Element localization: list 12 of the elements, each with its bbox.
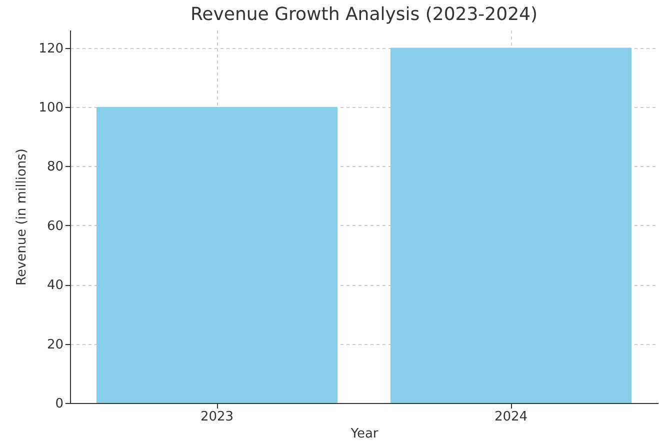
- y-tick-label: 100: [38, 100, 64, 116]
- y-tick-label: 80: [46, 160, 64, 175]
- y-tick-label: 20: [46, 337, 64, 352]
- y-axis-title: Revenue (in millions): [14, 148, 30, 286]
- y-tick-label: 40: [46, 278, 64, 294]
- x-tick-label: 2024: [494, 410, 528, 424]
- y-tick-label: 60: [46, 218, 64, 234]
- x-tick-label: 2023: [200, 410, 234, 424]
- y-tick-label: 120: [38, 41, 64, 56]
- x-axis-title: Year: [350, 426, 379, 442]
- y-tick-label: 0: [55, 396, 64, 412]
- chart-title: Revenue Growth Analysis (2023-2024): [190, 4, 538, 25]
